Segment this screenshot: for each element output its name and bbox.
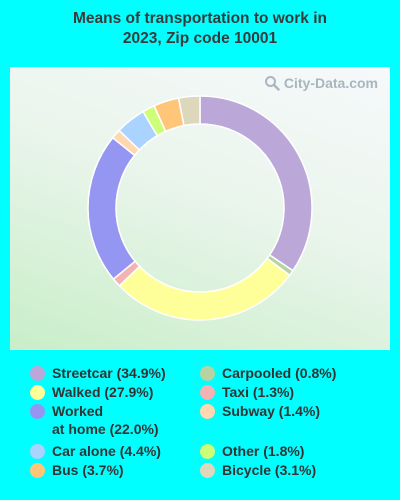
legend-label: Streetcar (34.9%) <box>52 365 166 381</box>
donut-slice-bicycle <box>177 95 201 127</box>
legend-swatch <box>200 444 215 459</box>
legend-label: Carpooled (0.8%) <box>222 365 337 381</box>
legend-item-carpooled: Carpooled (0.8%) <box>200 364 336 382</box>
legend-label: Taxi (1.3%) <box>222 384 295 400</box>
legend-swatch <box>200 366 215 381</box>
legend-label: Car alone (4.4%) <box>52 443 161 459</box>
legend-item-taxi: Taxi (1.3%) <box>200 383 294 401</box>
legend-item-bicycle: Bicycle (3.1%) <box>200 461 316 479</box>
legend-swatch <box>30 404 45 419</box>
legend-label: Subway (1.4%) <box>222 403 321 419</box>
legend-item-walked: Walked (27.9%) <box>30 383 153 401</box>
chart-title-text: Means of transportation to work in 2023,… <box>72 10 328 47</box>
legend-swatch <box>200 463 215 478</box>
legend-swatch <box>30 385 45 400</box>
legend-label: Walked (27.9%) <box>52 384 154 400</box>
legend-item-subway: Subway (1.4%) <box>200 402 320 420</box>
donut-slice-walked <box>118 257 291 321</box>
legend-swatch <box>200 385 215 400</box>
donut-slice-worked-at-home <box>87 136 137 281</box>
legend-item-streetcar: Streetcar (34.9%) <box>30 364 166 382</box>
legend-label: Other (1.8%) <box>222 443 305 459</box>
legend-swatch <box>200 404 215 419</box>
watermark-text: City-Data.com <box>283 75 378 91</box>
watermark: City-Data.com <box>264 75 378 91</box>
legend-label: Bus (3.7%) <box>52 462 124 478</box>
donut-slice-streetcar <box>199 95 313 272</box>
legend-label: Bicycle (3.1%) <box>222 462 317 478</box>
plot-area: City-Data.com <box>10 67 390 350</box>
legend-swatch <box>30 444 45 459</box>
legend-item-worked-at-home: Worked at home (22.0%) <box>30 402 159 438</box>
legend-item-other: Other (1.8%) <box>200 442 304 460</box>
magnifier-icon <box>264 76 280 91</box>
donut-chart <box>87 95 313 321</box>
legend-label: Worked at home (22.0%) <box>52 403 159 437</box>
legend-item-bus: Bus (3.7%) <box>30 461 124 479</box>
legend-swatch <box>30 366 45 381</box>
legend: Streetcar (34.9%) Carpooled (0.8%) Walked … <box>30 364 390 494</box>
legend-item-car-alone: Car alone (4.4%) <box>30 442 161 460</box>
chart-title: Means of transportation to work in 2023,… <box>0 9 400 49</box>
legend-swatch <box>30 463 45 478</box>
